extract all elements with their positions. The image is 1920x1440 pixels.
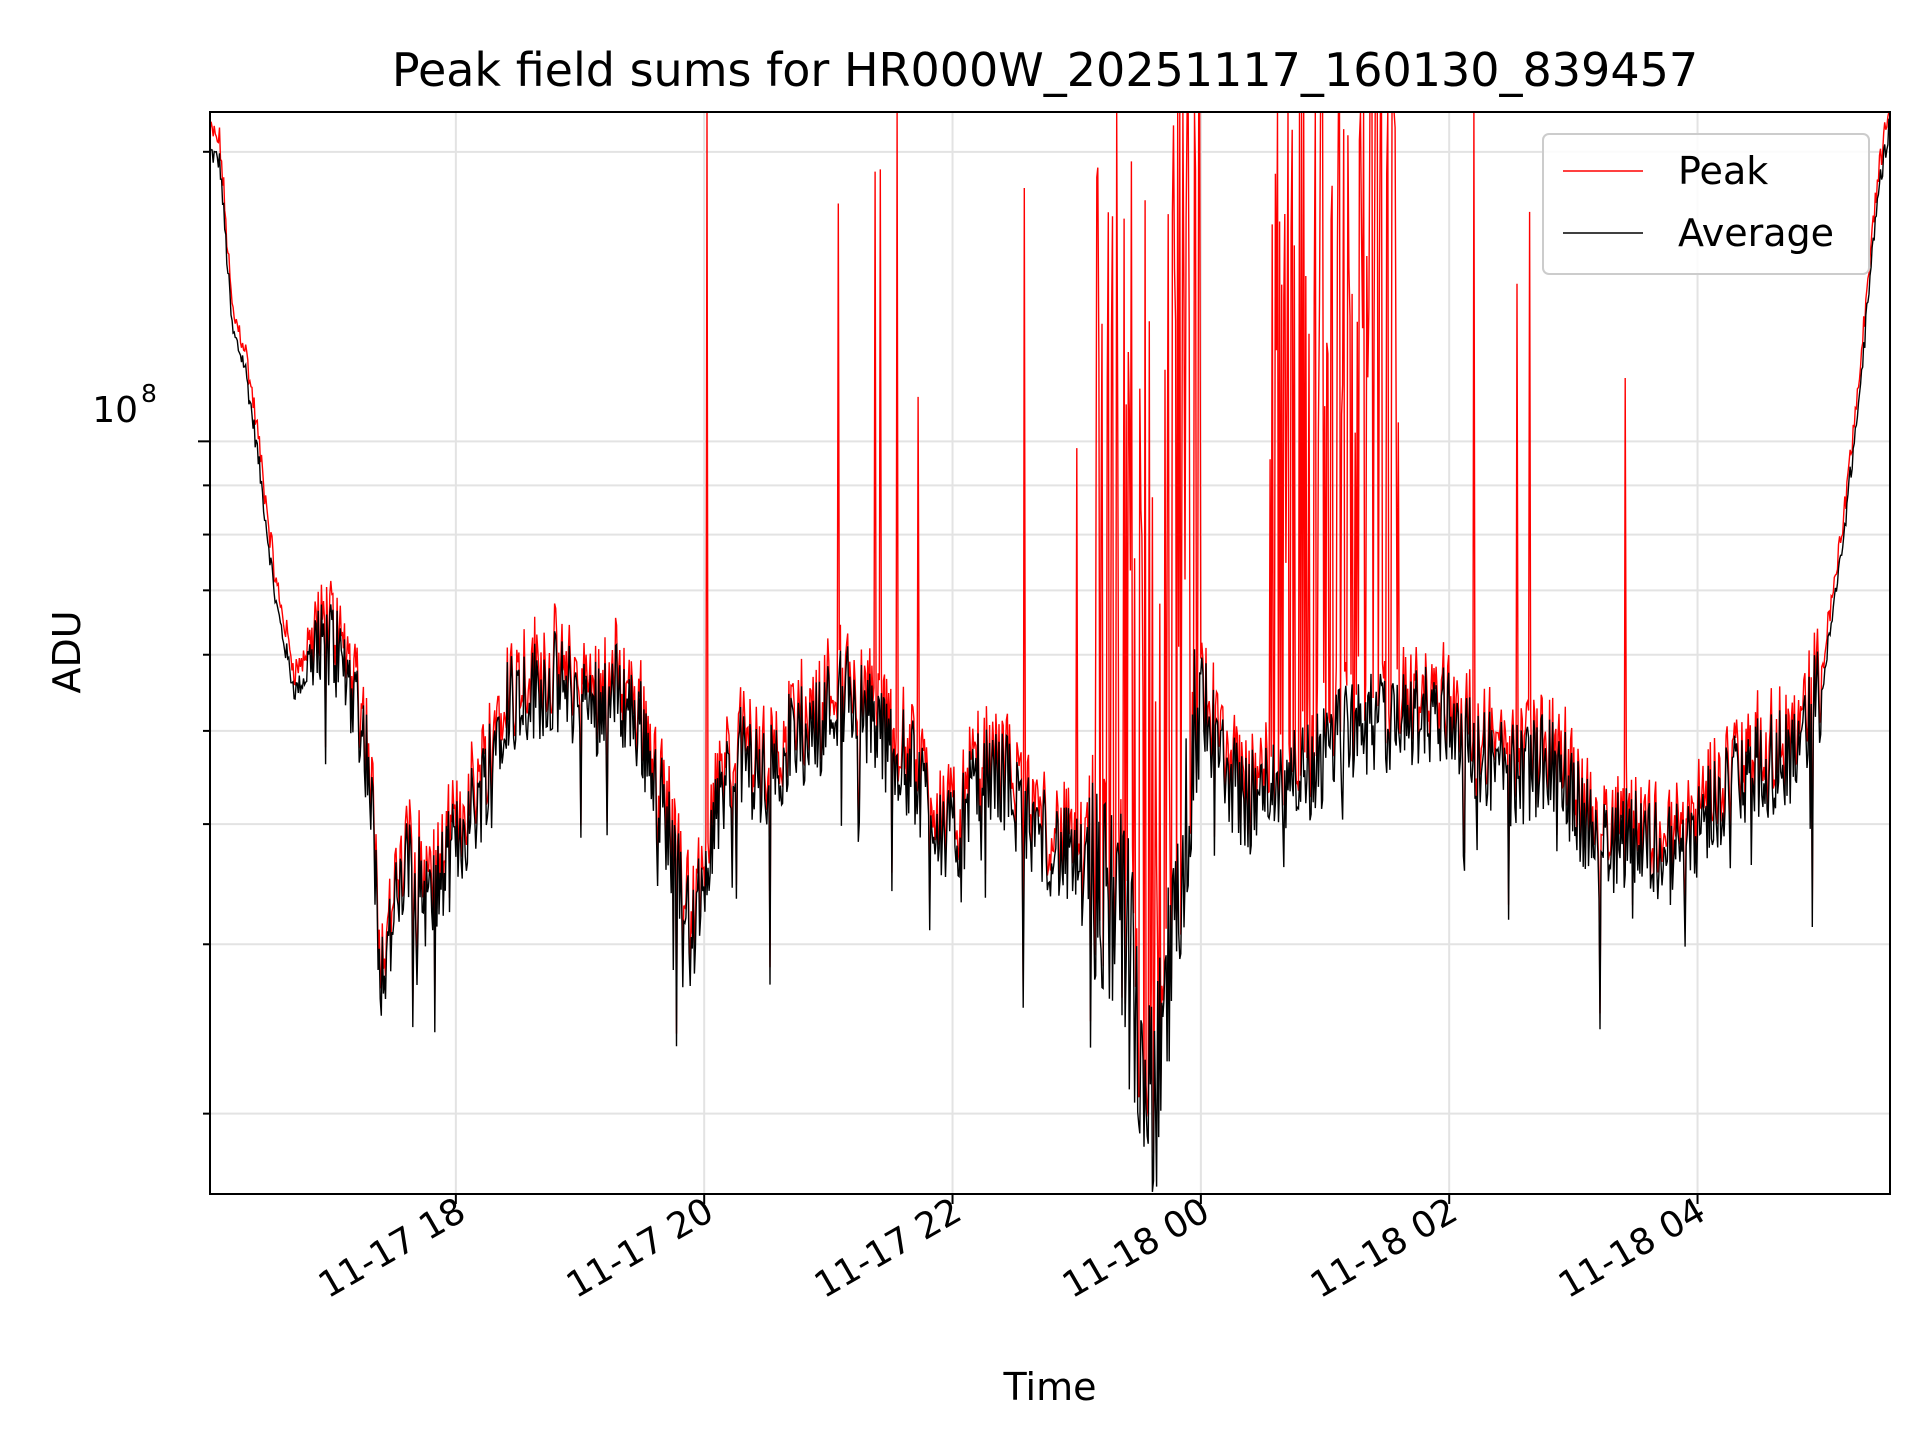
plot-frame — [209, 111, 1891, 1195]
legend: Peak Average — [1542, 133, 1870, 275]
legend-label-average: Average — [1678, 211, 1834, 255]
grid-lines — [198, 112, 1890, 1204]
legend-label-peak: Peak — [1678, 149, 1768, 193]
data-series — [209, 111, 1891, 1192]
y-tick-label-major: 10 8 — [92, 379, 157, 431]
y-tick-label-exponent: 8 — [141, 379, 157, 408]
chart-title: Peak field sums for HR000W_20251117_1601… — [392, 43, 1698, 97]
legend-box — [1542, 133, 1870, 275]
x-axis-label: Time — [1003, 1365, 1097, 1409]
y-tick-label-base: 10 — [92, 390, 138, 431]
series-line-average — [209, 118, 1891, 1192]
y-axis-label: ADU — [45, 610, 89, 693]
